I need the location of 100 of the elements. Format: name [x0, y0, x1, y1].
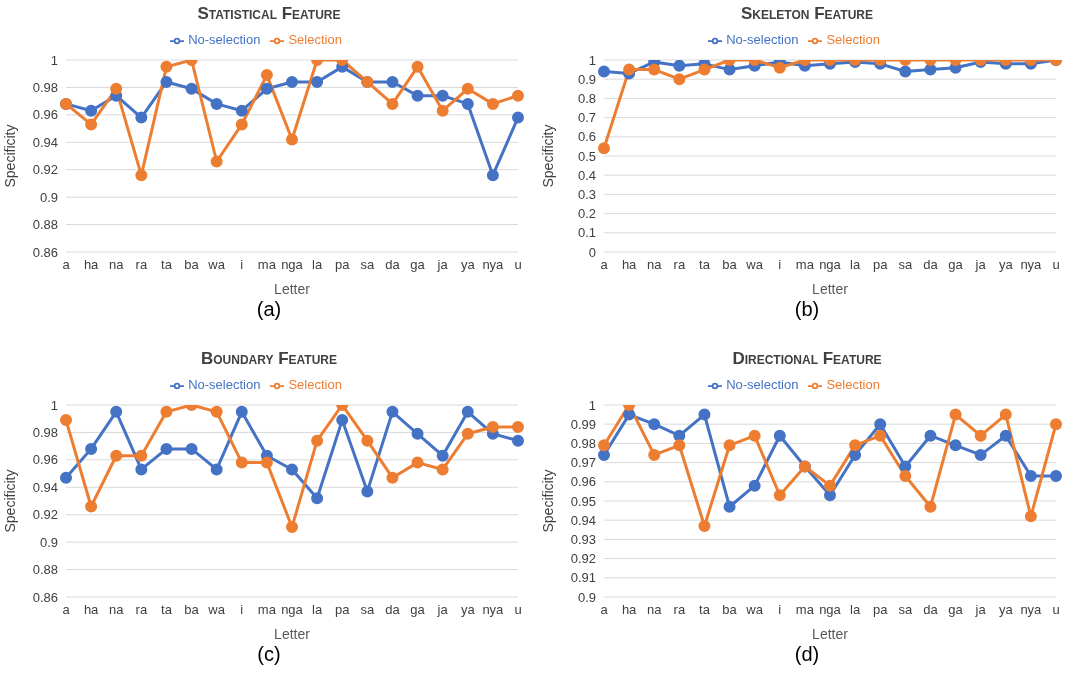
x-tick-label: nya: [1020, 602, 1043, 618]
x-tick-label: ra: [135, 602, 148, 618]
y-tick-label: 0.96: [32, 452, 58, 468]
x-tick-label: i: [240, 257, 244, 273]
x-tick-label: ma: [257, 257, 277, 273]
x-tick-label: i: [778, 602, 782, 618]
x-tick-label: nya: [1020, 257, 1043, 273]
x-axis-title: Letter: [274, 626, 311, 642]
x-tick-label: pa: [872, 257, 889, 273]
x-axis-title: Letter: [812, 626, 849, 642]
legend-label: No-selection: [188, 377, 261, 392]
x-tick-label: na: [108, 602, 125, 618]
y-tick-label: 0.91: [570, 570, 596, 586]
x-tick-label: ja: [436, 602, 449, 618]
x-tick-label: nga: [819, 602, 842, 618]
x-tick-label: ma: [795, 602, 815, 618]
y-tick-label: 0.92: [570, 551, 596, 567]
x-tick-label: la: [850, 257, 861, 273]
x-tick-label: u: [1052, 602, 1060, 618]
x-tick-label: la: [312, 257, 323, 273]
legend-label: No-selection: [726, 32, 799, 47]
x-tick-label: ta: [161, 257, 173, 273]
x-tick-label: i: [240, 602, 244, 618]
text: (c): [256, 643, 282, 666]
x-tick-label: pa: [334, 257, 351, 273]
y-tick-label: 0.1: [577, 225, 596, 241]
x-tick-label: ta: [161, 602, 173, 618]
y-tick-label: 0.5: [577, 148, 596, 164]
x-tick-label: nga: [819, 257, 842, 273]
y-tick-label: 0.99: [570, 416, 596, 432]
x-tick-label: da: [923, 257, 939, 273]
x-tick-label: ga: [948, 602, 964, 618]
y-tick-label: 0.9: [577, 589, 596, 605]
chart-title: Boundary Feature: [199, 349, 339, 370]
chart-title: Directional Feature: [731, 349, 883, 370]
x-tick-label: na: [646, 602, 663, 618]
x-tick-label: nya: [482, 602, 505, 618]
y-tick-label: 0.93: [570, 532, 596, 548]
x-tick-label: ya: [998, 602, 1014, 618]
y-tick-label: 0.97: [570, 455, 596, 471]
x-tick-label: ra: [135, 257, 148, 273]
x-tick-label: na: [646, 257, 663, 273]
y-tick-label: 0.94: [32, 479, 58, 495]
y-tick-label: 0.6: [577, 129, 596, 145]
x-tick-label: ja: [974, 257, 987, 273]
y-tick-label: 0.9: [39, 534, 58, 550]
x-tick-label: ta: [699, 257, 711, 273]
x-tick-label: ba: [722, 257, 738, 273]
y-tick-label: 0.9: [577, 71, 596, 87]
legend-label: Selection: [826, 32, 880, 47]
x-tick-label: ya: [998, 257, 1014, 273]
legend-label: No-selection: [188, 32, 261, 47]
y-tick-label: 0.96: [32, 107, 58, 123]
y-tick-label: 0.7: [577, 110, 596, 126]
y-tick-label: 1: [50, 397, 58, 413]
legend-label: Selection: [288, 32, 342, 47]
x-tick-label: la: [312, 602, 323, 618]
x-tick-label: ja: [974, 602, 987, 618]
x-tick-label: ya: [460, 602, 476, 618]
y-tick-label: 0.98: [32, 425, 58, 441]
x-tick-label: na: [108, 257, 125, 273]
x-tick-label: pa: [872, 602, 889, 618]
y-tick-label: 0.95: [570, 493, 596, 509]
x-tick-label: ga: [948, 257, 964, 273]
x-tick-label: u: [514, 602, 522, 618]
y-axis-title: Specificity: [539, 469, 556, 533]
x-axis-title: Letter: [812, 281, 849, 297]
x-tick-label: ta: [699, 602, 711, 618]
y-tick-label: 0.8: [577, 91, 596, 107]
x-tick-label: la: [850, 602, 861, 618]
x-tick-label: nga: [281, 602, 304, 618]
y-tick-label: 1: [588, 397, 596, 413]
y-tick-label: 0.94: [570, 512, 596, 528]
text: (b): [793, 298, 821, 321]
x-tick-label: u: [514, 257, 522, 273]
x-tick-label: ja: [436, 257, 449, 273]
x-tick-label: sa: [360, 602, 375, 618]
x-tick-label: sa: [898, 602, 913, 618]
x-tick-label: da: [923, 602, 939, 618]
x-tick-label: ra: [673, 602, 686, 618]
legend-label: No-selection: [726, 377, 799, 392]
x-tick-label: a: [600, 257, 609, 273]
y-tick-label: 0.94: [32, 134, 58, 150]
x-tick-label: ra: [673, 257, 686, 273]
y-tick-label: 0.4: [577, 167, 596, 183]
y-tick-label: 0.98: [32, 80, 58, 96]
x-tick-label: i: [778, 257, 782, 273]
x-tick-label: wa: [745, 257, 764, 273]
x-tick-label: a: [62, 257, 71, 273]
y-tick-label: 0.88: [32, 562, 58, 578]
x-tick-label: ga: [410, 602, 426, 618]
y-tick-label: 0.96: [570, 474, 596, 490]
legend-label: Selection: [288, 377, 342, 392]
x-tick-label: wa: [745, 602, 764, 618]
y-axis-title: Specificity: [1, 124, 18, 188]
x-tick-label: pa: [334, 602, 351, 618]
y-tick-label: 0.92: [32, 507, 58, 523]
x-tick-label: wa: [207, 257, 226, 273]
y-tick-label: 0.9: [39, 189, 58, 205]
x-tick-label: da: [385, 257, 401, 273]
